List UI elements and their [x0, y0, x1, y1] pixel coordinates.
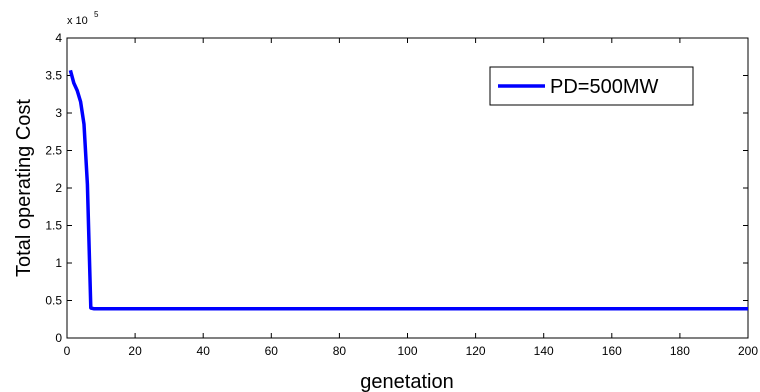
x-tick-label-120: 120 [466, 344, 486, 358]
y-multiplier-exponent: 5 [94, 10, 99, 19]
x-tick-label-100: 100 [397, 344, 417, 358]
y-tick-label-4: 4 [55, 31, 62, 45]
series-line-pd-500mw [68, 69, 748, 311]
x-tick-label-0: 0 [64, 344, 71, 358]
y-axis-label: Total operating Cost [13, 99, 35, 277]
x-tick-label-80: 80 [333, 344, 347, 358]
y-tick-label-1: 1 [55, 256, 62, 270]
legend-label: PD=500MW [550, 76, 658, 98]
y-tick-label-3: 3 [55, 106, 62, 120]
y-tick-label-0.5: 0.5 [45, 294, 62, 308]
x-tick-label-40: 40 [197, 344, 211, 358]
y-multiplier-base: x 10 [67, 15, 88, 27]
x-tick-label-180: 180 [670, 344, 690, 358]
y-tick-labels: 0 0.5 1 1.5 2 2.5 3 3.5 4 [45, 31, 62, 345]
x-tick-label-60: 60 [265, 344, 279, 358]
axis-ticks [66, 37, 749, 339]
legend: PD=500MW [489, 66, 694, 106]
x-tick-label-200: 200 [738, 344, 758, 358]
x-tick-labels: 0 20 40 60 80 100 120 140 160 180 200 [64, 344, 759, 358]
x-axis-label: genetation [360, 371, 453, 392]
y-tick-label-2.5: 2.5 [45, 144, 62, 158]
y-tick-label-1.5: 1.5 [45, 219, 62, 233]
x-tick-label-160: 160 [602, 344, 622, 358]
x-tick-label-20: 20 [128, 344, 142, 358]
y-tick-label-0: 0 [55, 331, 62, 345]
x-tick-label-140: 140 [534, 344, 554, 358]
y-tick-label-3.5: 3.5 [45, 69, 62, 83]
y-tick-label-2: 2 [55, 181, 62, 195]
